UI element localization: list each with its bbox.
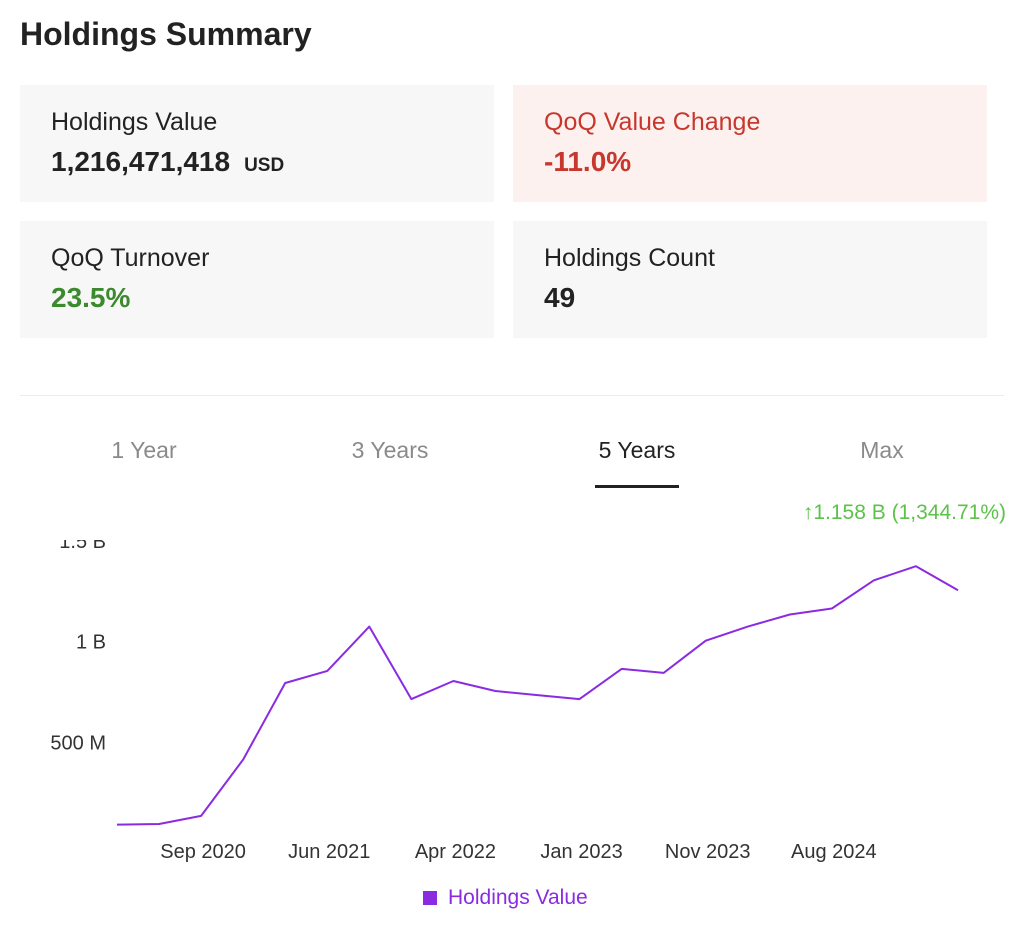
x-tick-label: Aug 2024: [791, 841, 877, 863]
y-tick-label: 1 B: [76, 632, 106, 654]
tab-5-years[interactable]: 5 Years: [598, 437, 676, 463]
holdings-value-number: 1,216,471,418: [51, 146, 231, 177]
data-point[interactable]: [114, 822, 120, 828]
data-point[interactable]: [492, 688, 498, 694]
data-point[interactable]: [745, 624, 751, 630]
x-tick-label: Jan 2023: [540, 841, 622, 863]
holdings-count-value: 49: [544, 282, 576, 313]
holdings-value-line[interactable]: [116, 565, 959, 826]
data-point[interactable]: [703, 638, 709, 644]
qoq-value-change-value: -11.0%: [544, 146, 632, 177]
x-tick-label: Apr 2022: [415, 841, 496, 863]
y-tick-label: 1.5 B: [59, 531, 106, 553]
data-point[interactable]: [955, 587, 961, 593]
data-point[interactable]: [829, 605, 835, 611]
legend-swatch: [423, 891, 437, 905]
chart-legend[interactable]: Holdings Value: [423, 886, 588, 910]
holdings-value-unit: USD: [244, 155, 285, 176]
data-point[interactable]: [871, 577, 877, 583]
section-divider: [20, 395, 1004, 396]
qoq-turnover-label: QoQ Turnover: [51, 244, 210, 272]
holdings-count-card: Holdings Count 49: [513, 221, 987, 338]
x-tick-label: Nov 2023: [665, 841, 751, 863]
period-change-text: 1.158 B (1,344.71%): [813, 501, 1006, 524]
holdings-value-amount: 1,216,471,418 USD: [51, 145, 494, 183]
qoq-turnover-value: 23.5%: [51, 282, 131, 313]
data-point[interactable]: [787, 612, 793, 618]
y-tick-label: 500 M: [50, 732, 106, 754]
data-point[interactable]: [324, 668, 330, 674]
tab-max[interactable]: Max: [860, 437, 904, 463]
holdings-count-label: Holdings Count: [544, 244, 715, 272]
qoq-value-change-label: QoQ Value Change: [544, 108, 761, 136]
tab-3-years[interactable]: 3 Years: [351, 437, 429, 463]
holdings-value-label: Holdings Value: [51, 108, 218, 136]
data-point[interactable]: [198, 813, 204, 819]
data-point[interactable]: [577, 696, 583, 702]
data-point[interactable]: [366, 624, 372, 630]
legend-label: Holdings Value: [448, 886, 588, 909]
data-point[interactable]: [535, 692, 541, 698]
holdings-value-card: Holdings Value 1,216,471,418 USD: [20, 85, 494, 202]
data-point[interactable]: [240, 757, 246, 763]
data-point[interactable]: [619, 666, 625, 672]
period-change: ↑1.158 B (1,344.71%): [803, 501, 1006, 525]
active-tab-indicator: [595, 485, 679, 488]
data-point[interactable]: [450, 678, 456, 684]
tab-1-year[interactable]: 1 Year: [111, 437, 177, 463]
arrow-up-icon: ↑: [802, 501, 814, 524]
qoq-value-change-card: QoQ Value Change -11.0%: [513, 85, 987, 202]
page-title: Holdings Summary: [20, 16, 312, 52]
x-tick-label: Sep 2020: [160, 841, 246, 863]
data-point[interactable]: [156, 821, 162, 827]
data-point[interactable]: [282, 680, 288, 686]
data-point[interactable]: [408, 696, 414, 702]
data-point[interactable]: [661, 670, 667, 676]
qoq-turnover-card: QoQ Turnover 23.5%: [20, 221, 494, 338]
x-tick-label: Jun 2021: [288, 841, 370, 863]
data-point[interactable]: [913, 563, 919, 569]
